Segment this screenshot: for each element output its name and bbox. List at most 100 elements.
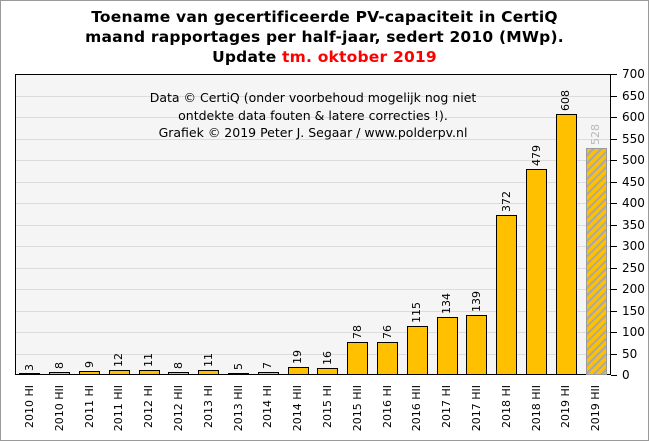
x-tick-label: 2017 HII: [469, 385, 483, 432]
bar-2013-HI: [198, 370, 220, 375]
bar-value-label: 3: [22, 363, 36, 371]
y-tick-label: 250: [622, 260, 645, 275]
annotation-line3: Grafiek © 2019 Peter J. Segaar / www.pol…: [158, 125, 468, 140]
gridline: [16, 224, 610, 226]
bar-value-label: 8: [171, 361, 185, 369]
y-tick-label: 450: [622, 174, 645, 189]
x-tick-label: 2012 HI: [142, 385, 156, 429]
bar-value-label: 7: [261, 362, 275, 369]
y-axis-tick: [611, 224, 617, 226]
bar-value-label: 78: [350, 324, 364, 339]
y-tick-label: 0: [622, 368, 630, 382]
y-axis-tick: [611, 353, 617, 355]
y-tick-label: 50: [622, 346, 638, 361]
y-axis-tick: [611, 203, 617, 204]
bar-value-label: 5: [231, 362, 245, 370]
x-tick-label: 2015 HII: [350, 385, 364, 432]
annotation-line2: ontdekte data fouten & latere correcties…: [178, 107, 448, 123]
bar-2018-HI: [496, 215, 518, 375]
chart-title: Toename van gecertificeerde PV-capacitei…: [1, 7, 648, 67]
gridline: [16, 267, 610, 269]
gridline: [16, 203, 610, 204]
chart-title-line3: Update tm. oktober 2019: [1, 47, 648, 67]
bar-2013-HII: [228, 372, 249, 375]
gridline: [16, 95, 610, 97]
chart-title-line1: Toename van gecertificeerde PV-capacitei…: [91, 8, 558, 26]
bar-value-label: 139: [469, 291, 483, 313]
y-axis-tick: [611, 160, 617, 161]
bar-2011-HII: [108, 369, 130, 375]
y-tick-label: 650: [622, 88, 645, 103]
bar-value-label: 11: [142, 353, 156, 368]
bar-value-label: 12: [112, 352, 126, 367]
gridline: [16, 181, 610, 183]
bar-2019-HII: [585, 148, 607, 375]
y-axis-tick: [611, 246, 617, 247]
copyright-annotation: Data © CertiQ (onder voorbehoud mogelijk…: [15, 89, 611, 142]
y-axis-tick: [611, 74, 617, 75]
bar-2014-HI: [257, 372, 279, 375]
y-tick-label: 350: [622, 217, 645, 232]
x-tick-label: 2016 HI: [380, 385, 394, 429]
y-tick-label: 500: [622, 153, 645, 167]
gridline: [16, 332, 610, 333]
annotation-line1: Data © CertiQ (onder voorbehoud mogelijk…: [149, 90, 477, 105]
y-tick-label: 300: [622, 239, 645, 253]
y-tick-label: 550: [622, 131, 645, 146]
bar-2010-HI: [19, 373, 41, 375]
bar-value-label: 134: [440, 293, 454, 315]
y-axis-tick: [611, 332, 617, 333]
y-axis-tick: [611, 289, 617, 290]
gridline: [16, 160, 610, 161]
bar-2016-HI: [377, 342, 398, 375]
bar-2019-HI: [555, 113, 577, 375]
bar-value-label: 479: [529, 145, 543, 166]
bar-2015-HII: [347, 341, 369, 375]
y-axis-tick: [611, 117, 617, 118]
bar-value-label: 11: [201, 353, 215, 368]
y-tick-label: 700: [622, 67, 645, 81]
y-axis-tick: [611, 181, 617, 183]
y-tick-label: 600: [622, 110, 645, 124]
bar-value-label: 19: [291, 349, 305, 364]
y-tick-label: 400: [622, 196, 645, 210]
bar-2017-HII: [466, 315, 488, 375]
x-tick-label: 2013 HII: [231, 385, 245, 432]
bar-2011-HI: [79, 371, 100, 375]
bar-2012-HI: [138, 370, 160, 375]
y-axis-tick: [611, 310, 617, 312]
x-tick-label: 2018 HII: [529, 385, 543, 432]
bar-value-label: 8: [52, 361, 66, 369]
bar-value-label: 9: [82, 361, 96, 369]
gridline: [16, 353, 610, 355]
bar-value-label: 16: [320, 351, 334, 366]
bar-2010-HII: [49, 371, 71, 375]
gridline: [16, 246, 610, 247]
x-tick-label: 2012 HII: [171, 385, 185, 432]
x-tick-label: 2011 HI: [82, 385, 96, 429]
gridline: [16, 117, 610, 118]
x-tick-label: 2019 HI: [559, 385, 573, 429]
update-label: Update: [212, 48, 283, 66]
x-tick-label: 2016 HII: [410, 385, 424, 432]
bar-value-label: 76: [380, 325, 394, 340]
x-tick-label: 2017 HI: [440, 385, 454, 429]
bar-value-label: 372: [499, 191, 513, 212]
bar-2017-HI: [436, 317, 458, 375]
x-tick-label: 2014 HI: [261, 385, 275, 429]
gridline: [16, 310, 610, 312]
bar-2012-HII: [168, 371, 190, 375]
x-tick-label: 2014 HII: [291, 385, 305, 432]
x-tick-label: 2013 HI: [201, 385, 215, 429]
y-axis-tick: [611, 95, 617, 97]
y-tick-label: 150: [622, 303, 645, 318]
x-tick-label: 2010 HI: [22, 385, 36, 429]
bar-2015-HI: [317, 368, 339, 375]
bar-2014-HII: [287, 366, 309, 375]
x-tick-label: 2018 HI: [499, 385, 513, 429]
x-tick-label: 2010 HII: [52, 385, 66, 432]
y-axis-tick: [611, 138, 617, 140]
bar-value-label: 115: [410, 301, 424, 323]
y-tick-label: 100: [622, 325, 645, 339]
